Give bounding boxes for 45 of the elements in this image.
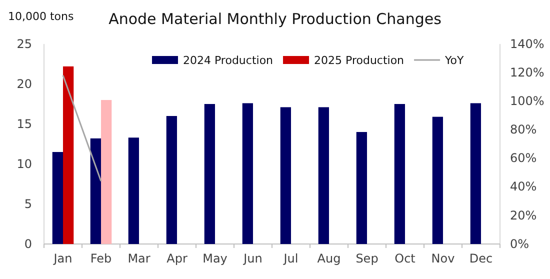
y2-tick-label: 40% — [510, 180, 537, 194]
y-tick-label: 0 — [24, 236, 32, 251]
x-tick-label: Nov — [431, 252, 455, 266]
legend-label: 2024 Production — [183, 54, 274, 67]
legend-label: YoY — [444, 54, 464, 67]
y-tick-label: 20 — [16, 76, 32, 91]
y2-tick-label: 60% — [510, 151, 537, 166]
y-tick-label: 5 — [24, 196, 32, 211]
x-tick-label: Apr — [166, 252, 188, 266]
bar — [394, 104, 405, 244]
bar — [128, 138, 139, 244]
y2-tick-label: 120% — [510, 65, 544, 80]
bar — [90, 138, 101, 244]
x-tick-label: Feb — [90, 252, 112, 266]
y-tick-label: 10 — [16, 156, 32, 171]
bar — [166, 116, 177, 244]
bar — [101, 100, 112, 244]
x-tick-label: Mar — [128, 252, 150, 266]
bar — [242, 103, 253, 244]
bar — [63, 66, 74, 244]
x-tick-label: Sep — [356, 252, 378, 266]
y2-tick-label: 20% — [510, 208, 537, 222]
y-tick-label: 15 — [16, 116, 32, 131]
x-tick-label: Jun — [242, 252, 262, 266]
y2-tick-label: 140% — [510, 36, 544, 51]
bar — [356, 132, 367, 244]
bar — [318, 107, 329, 244]
bar — [204, 104, 215, 244]
y2-tick-label: 100% — [510, 94, 544, 108]
y-tick-label: 25 — [16, 36, 32, 51]
bar — [470, 103, 481, 244]
x-tick-label: Aug — [317, 252, 341, 266]
bar — [280, 107, 291, 244]
x-tick-label: Oct — [394, 252, 416, 266]
x-tick-label: May — [202, 252, 228, 266]
x-tick-label: Dec — [469, 252, 493, 266]
y2-tick-label: 0% — [510, 236, 530, 251]
y2-tick-label: 80% — [510, 122, 537, 137]
bar — [52, 152, 63, 244]
x-tick-label: Jul — [282, 252, 298, 266]
legend-label: 2025 Production — [314, 54, 404, 67]
bar — [432, 116, 443, 244]
chart-title: Anode Material Monthly Production Changes — [108, 10, 442, 28]
x-tick-label: Jan — [52, 252, 72, 266]
y-axis-title: 10,000 tons — [8, 10, 74, 23]
